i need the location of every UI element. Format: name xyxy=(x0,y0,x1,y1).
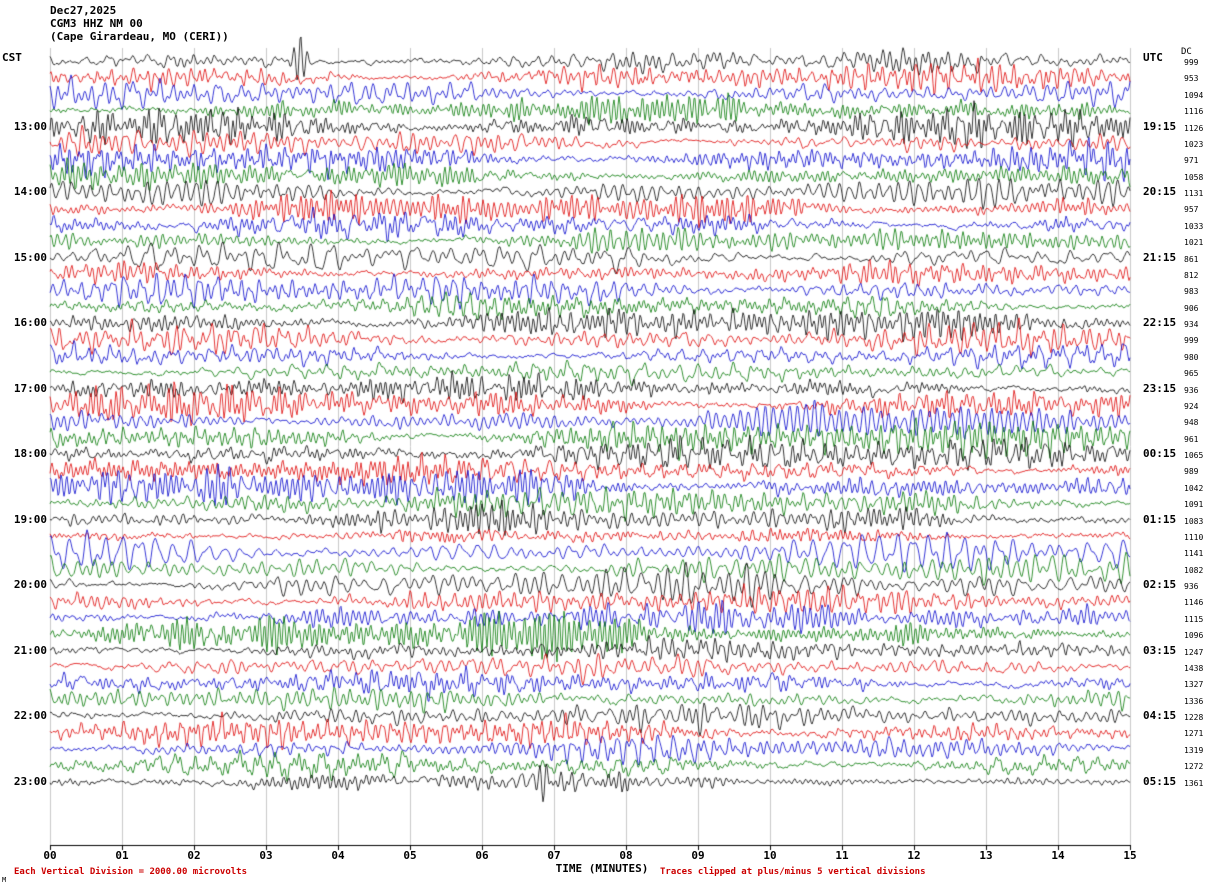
x-tick-label: 02 xyxy=(187,849,201,862)
utc-hour-label: 04:15 xyxy=(1143,709,1177,722)
dc-value: 1336 xyxy=(1184,696,1204,706)
dc-value: 1096 xyxy=(1184,631,1204,641)
utc-hour-label: 20:15 xyxy=(1143,185,1177,198)
dc-value: 989 xyxy=(1184,467,1199,477)
dc-value: 1023 xyxy=(1184,139,1204,149)
location-label: (Cape Girardeau, MO (CERI)) xyxy=(50,30,229,43)
x-tick-label: 08 xyxy=(619,849,633,862)
x-tick-label: 01 xyxy=(115,849,129,862)
dc-value: 983 xyxy=(1184,287,1199,297)
cst-hour-label: 22:00 xyxy=(13,709,47,722)
dc-value: 957 xyxy=(1184,205,1199,215)
dc-value: 934 xyxy=(1184,320,1199,329)
dc-value: 999 xyxy=(1184,58,1199,67)
cst-hour-label: 23:00 xyxy=(13,774,47,788)
dc-value: 1091 xyxy=(1184,500,1204,510)
dc-value: 1058 xyxy=(1184,172,1204,182)
dc-value: 953 xyxy=(1184,74,1199,84)
dc-value: 924 xyxy=(1184,401,1199,411)
corner-mark: M xyxy=(2,876,7,884)
x-tick-label: 15 xyxy=(1123,849,1137,862)
utc-hour-label: 01:15 xyxy=(1143,512,1177,526)
dc-value: 999 xyxy=(1184,336,1199,346)
cst-hour-label: 16:00 xyxy=(13,316,47,329)
x-tick-label: 03 xyxy=(259,849,273,862)
dc-value: 936 xyxy=(1184,385,1199,395)
dc-value: 1131 xyxy=(1184,189,1204,198)
utc-hour-label: 19:15 xyxy=(1143,119,1177,133)
station-label: CGM3 HHZ NM 00 xyxy=(50,17,143,30)
x-tick-label: 04 xyxy=(331,849,345,862)
dc-value: 861 xyxy=(1184,254,1199,264)
dc-value: 1146 xyxy=(1184,598,1204,608)
x-tick-label: 07 xyxy=(547,849,561,862)
x-tick-label: 05 xyxy=(403,849,417,862)
cst-hour-label: 19:00 xyxy=(13,512,47,526)
x-tick-label: 00 xyxy=(43,849,57,862)
footer-scale-note: Each Vertical Division = 2000.00 microvo… xyxy=(14,867,247,877)
dc-value: 1082 xyxy=(1184,565,1204,575)
x-tick-label: 09 xyxy=(691,849,705,862)
dc-value: 906 xyxy=(1184,303,1199,313)
dc-value: 1272 xyxy=(1184,762,1204,772)
dc-value: 1327 xyxy=(1184,680,1204,690)
footer-clip-note: Traces clipped at plus/minus 5 vertical … xyxy=(660,867,926,877)
cst-hour-label: 21:00 xyxy=(13,643,47,657)
utc-hour-label: 22:15 xyxy=(1143,316,1177,329)
dc-value: 1033 xyxy=(1184,221,1204,231)
dc-value: 1126 xyxy=(1184,123,1204,133)
dc-value: 1271 xyxy=(1184,729,1204,739)
utc-hour-label: 05:15 xyxy=(1143,774,1177,788)
dc-value: 1438 xyxy=(1184,663,1204,673)
utc-hour-label: 23:15 xyxy=(1143,381,1177,395)
dc-value: 961 xyxy=(1184,434,1199,444)
x-tick-label: 13 xyxy=(979,849,993,862)
dc-value: 1141 xyxy=(1184,549,1204,559)
dc-value: 1094 xyxy=(1184,90,1204,100)
dc-value: 1319 xyxy=(1184,745,1204,755)
date-label: Dec27,2025 xyxy=(50,4,117,17)
dc-value: 1116 xyxy=(1184,107,1204,117)
dc-value: 1042 xyxy=(1184,483,1204,493)
dc-value: 1110 xyxy=(1184,532,1204,542)
utc-hour-label: 21:15 xyxy=(1143,250,1177,264)
dc-value: 980 xyxy=(1184,352,1199,362)
dc-value: 1115 xyxy=(1184,614,1204,624)
x-tick-label: 14 xyxy=(1051,849,1065,862)
x-tick-label: 11 xyxy=(835,849,849,862)
dc-value: 1021 xyxy=(1184,238,1204,248)
utc-hour-label: 02:15 xyxy=(1143,578,1177,591)
x-tick-label: 12 xyxy=(907,849,921,862)
utc-hour-label: 03:15 xyxy=(1143,643,1177,657)
dc-value: 965 xyxy=(1184,369,1199,379)
cst-column-header: CST xyxy=(2,51,22,64)
dc-value: 971 xyxy=(1184,156,1199,166)
dc-value: 1083 xyxy=(1184,516,1204,526)
utc-column-header: UTC xyxy=(1143,51,1163,64)
dc-value: 936 xyxy=(1184,582,1199,591)
cst-hour-label: 14:00 xyxy=(13,185,47,198)
dc-value: 1065 xyxy=(1184,451,1204,460)
utc-hour-label: 00:15 xyxy=(1143,447,1177,460)
dc-value: 812 xyxy=(1184,270,1199,280)
header: Dec27,2025 CGM3 HHZ NM 00 (Cape Girardea… xyxy=(50,4,229,43)
x-tick-label: 10 xyxy=(763,849,777,862)
x-tick-label: 06 xyxy=(475,849,489,862)
dc-value: 948 xyxy=(1184,418,1199,428)
dc-value: 1228 xyxy=(1184,713,1204,722)
cst-hour-label: 13:00 xyxy=(13,119,47,133)
cst-hour-label: 17:00 xyxy=(13,381,47,395)
dc-value: 1247 xyxy=(1184,647,1204,657)
cst-hour-label: 15:00 xyxy=(13,250,47,264)
cst-hour-label: 18:00 xyxy=(13,447,47,460)
dc-value: 1361 xyxy=(1184,778,1204,788)
dc-column-header: DC xyxy=(1181,47,1192,57)
x-axis-title: TIME (MINUTES) xyxy=(555,862,649,875)
cst-hour-label: 20:00 xyxy=(13,578,47,591)
